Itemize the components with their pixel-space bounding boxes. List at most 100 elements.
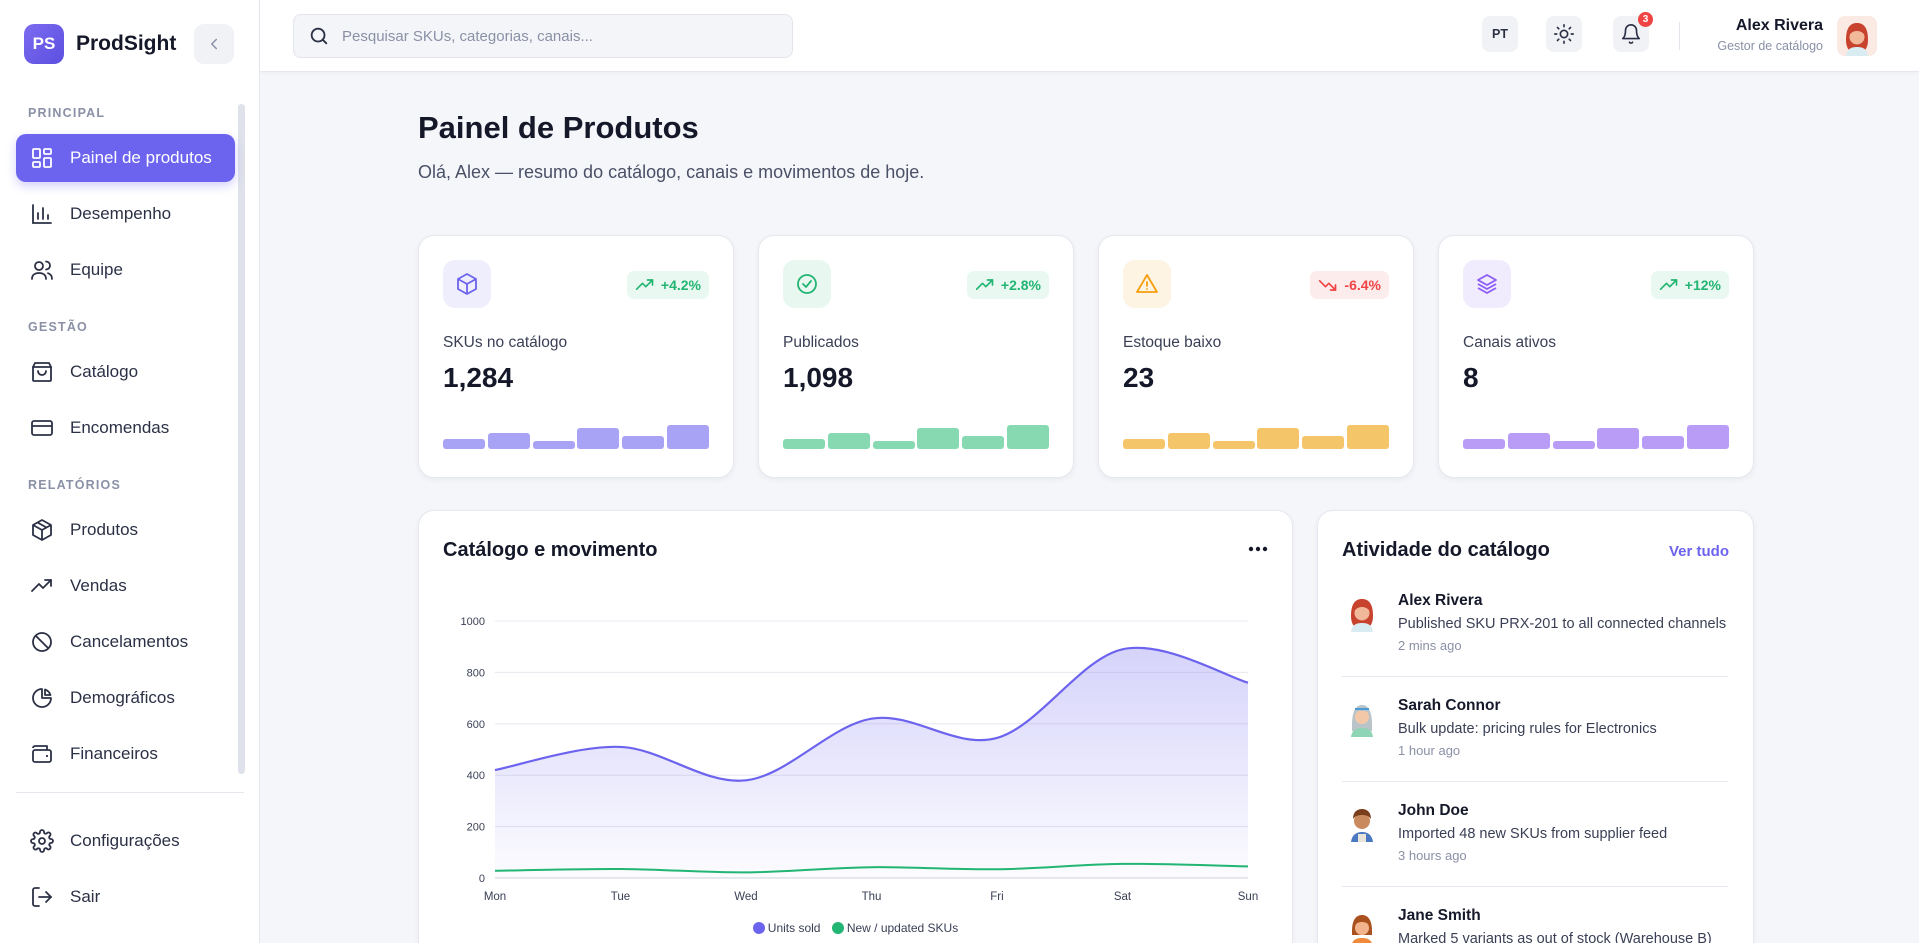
stat-card-skus[interactable]: +4.2% SKUs no catálogo 1,284 — [418, 235, 734, 478]
sidebar-item-equipe[interactable]: Equipe — [16, 246, 235, 294]
chart-more-button[interactable] — [1246, 539, 1270, 559]
sidebar-item-demograficos[interactable]: Demográficos — [16, 674, 235, 722]
sidebar-item-vendas[interactable]: Vendas — [16, 562, 235, 610]
sidebar-item-produtos[interactable]: Produtos — [16, 506, 235, 554]
stat-icon-wrap — [443, 260, 491, 308]
activity-item[interactable]: John Doe Imported 48 new SKUs from suppl… — [1342, 802, 1728, 887]
sparkbar — [1552, 440, 1595, 449]
sidebar-item-label: Configurações — [70, 831, 180, 850]
bar-chart-icon — [32, 204, 52, 224]
avatar-gray-hair-icon — [1351, 705, 1373, 737]
avatar-brown-hair-icon — [1351, 809, 1373, 842]
stat-card-canais-ativos[interactable]: +12% Canais ativos 8 — [1438, 235, 1754, 478]
search-input[interactable] — [342, 27, 762, 45]
activity-divider — [1342, 676, 1728, 677]
search-bar[interactable] — [293, 14, 793, 58]
legend-item-new-skus[interactable]: New / updated SKUs — [831, 921, 959, 935]
x-tick-label: Tue — [611, 891, 630, 903]
series-line-new-skus — [494, 862, 1249, 874]
brand[interactable]: PS ProdSight — [24, 24, 176, 64]
layers-icon — [1477, 274, 1497, 294]
sidebar-item-label: Demográficos — [70, 688, 175, 707]
bell-icon — [1621, 24, 1641, 45]
sidebar-item-label: Desempenho — [70, 204, 172, 223]
sparkbar — [1212, 440, 1255, 449]
sidebar-item-label: Sair — [70, 887, 101, 906]
sidebar: PS ProdSight PRINCIPAL Painel de produto… — [0, 0, 260, 943]
user-avatar[interactable] — [1837, 16, 1877, 56]
sidebar-item-sair[interactable]: Sair — [16, 873, 235, 921]
sidebar-item-configuracoes[interactable]: Configurações — [16, 817, 235, 865]
check-circle-icon — [797, 274, 817, 294]
activity-time: 2 mins ago — [1398, 638, 1462, 653]
activity-avatar — [1342, 592, 1382, 632]
sidebar-item-financeiros[interactable]: Financeiros — [16, 730, 235, 778]
y-tick-label: 200 — [467, 822, 485, 834]
activity-panel-title: Atividade do catálogo — [1342, 539, 1550, 561]
stat-label: Estoque baixo — [1123, 334, 1222, 351]
sidebar-item-label: Equipe — [70, 260, 123, 279]
area-units-sold — [495, 647, 1248, 878]
legend-item-units-sold[interactable]: Units sold — [752, 921, 821, 935]
collapse-sidebar-button[interactable] — [194, 24, 234, 64]
page-title: Painel de Produtos — [418, 110, 699, 145]
theme-toggle-button[interactable] — [1546, 16, 1582, 52]
language-button[interactable]: PT — [1482, 16, 1518, 52]
view-all-link[interactable]: Ver tudo — [1668, 543, 1729, 560]
activity-description: Published SKU PRX-201 to all connected c… — [1398, 616, 1727, 632]
sparkbar — [622, 436, 665, 449]
activity-item[interactable]: Alex Rivera Published SKU PRX-201 to all… — [1342, 592, 1728, 677]
language-label: PT — [1492, 27, 1508, 41]
chart-legend: Units sold New / updated SKUs — [419, 921, 1292, 937]
stat-trend-value: +2.8% — [1000, 277, 1041, 293]
sidebar-item-label: Cancelamentos — [70, 632, 189, 651]
stat-icon-wrap — [783, 260, 831, 308]
user-name[interactable]: Alex Rivera — [1735, 17, 1823, 34]
activity-panel: Atividade do catálogo Ver tudo Alex Rive… — [1317, 510, 1754, 943]
activity-description: Imported 48 new SKUs from supplier feed — [1398, 826, 1668, 842]
stat-card-publicados[interactable]: +2.8% Publicados 1,098 — [758, 235, 1074, 478]
notification-badge: 3 — [1638, 12, 1653, 27]
sidebar-scrollbar[interactable] — [238, 104, 245, 774]
legend-label: New / updated SKUs — [846, 921, 959, 935]
trending-up-icon — [31, 579, 52, 592]
stat-label: SKUs no catálogo — [443, 334, 568, 351]
sidebar-item-painel-de-produtos[interactable]: Painel de produtos — [16, 134, 235, 182]
notifications-button[interactable]: 3 — [1613, 12, 1653, 52]
stat-trend-value: +4.2% — [660, 277, 701, 293]
stat-trend: -6.4% — [1310, 271, 1389, 299]
activity-item[interactable]: Sarah Connor Bulk update: pricing rules … — [1342, 697, 1728, 782]
y-tick-label: 0 — [479, 873, 485, 885]
sidebar-scrollbar-thumb[interactable] — [238, 104, 245, 774]
sidebar-item-label: Catálogo — [70, 362, 139, 381]
sparkbar — [1597, 428, 1640, 449]
sparkbar — [577, 428, 620, 449]
sparkbar — [1687, 425, 1729, 449]
sidebar-item-catalogo[interactable]: Catálogo — [16, 348, 235, 396]
y-tick-label: 1000 — [461, 616, 485, 628]
sidebar-item-label: Produtos — [70, 520, 139, 539]
sparkbar — [1463, 439, 1505, 449]
sparkbar — [962, 436, 1005, 449]
activity-item[interactable]: Jane Smith Marked 5 variants as out of s… — [1342, 907, 1728, 943]
legend-label: Units sold — [767, 921, 821, 935]
box-icon — [457, 273, 477, 295]
activity-time: 1 hour ago — [1398, 743, 1461, 758]
sidebar-item-encomendas[interactable]: Encomendas — [16, 404, 235, 452]
sidebar-item-label: Vendas — [70, 576, 127, 595]
sparkbar — [1347, 425, 1389, 449]
avatar-bob-hair-icon — [1352, 915, 1372, 943]
sparkbar — [1507, 433, 1550, 449]
stat-icon-wrap — [1463, 260, 1511, 308]
x-tick-label: Mon — [484, 891, 506, 903]
header-divider — [1679, 22, 1680, 50]
trending-up-icon — [635, 279, 654, 290]
section-label-gestao: GESTÃO — [28, 320, 88, 334]
sidebar-item-desempenho[interactable]: Desempenho — [16, 190, 235, 238]
sparkbar — [1642, 436, 1685, 449]
stat-card-estoque-baixo[interactable]: -6.4% Estoque baixo 23 — [1098, 235, 1414, 478]
stat-value: 1,098 — [783, 362, 854, 393]
chevron-left-icon — [211, 38, 217, 50]
stat-label: Publicados — [783, 334, 859, 351]
sidebar-item-cancelamentos[interactable]: Cancelamentos — [16, 618, 235, 666]
